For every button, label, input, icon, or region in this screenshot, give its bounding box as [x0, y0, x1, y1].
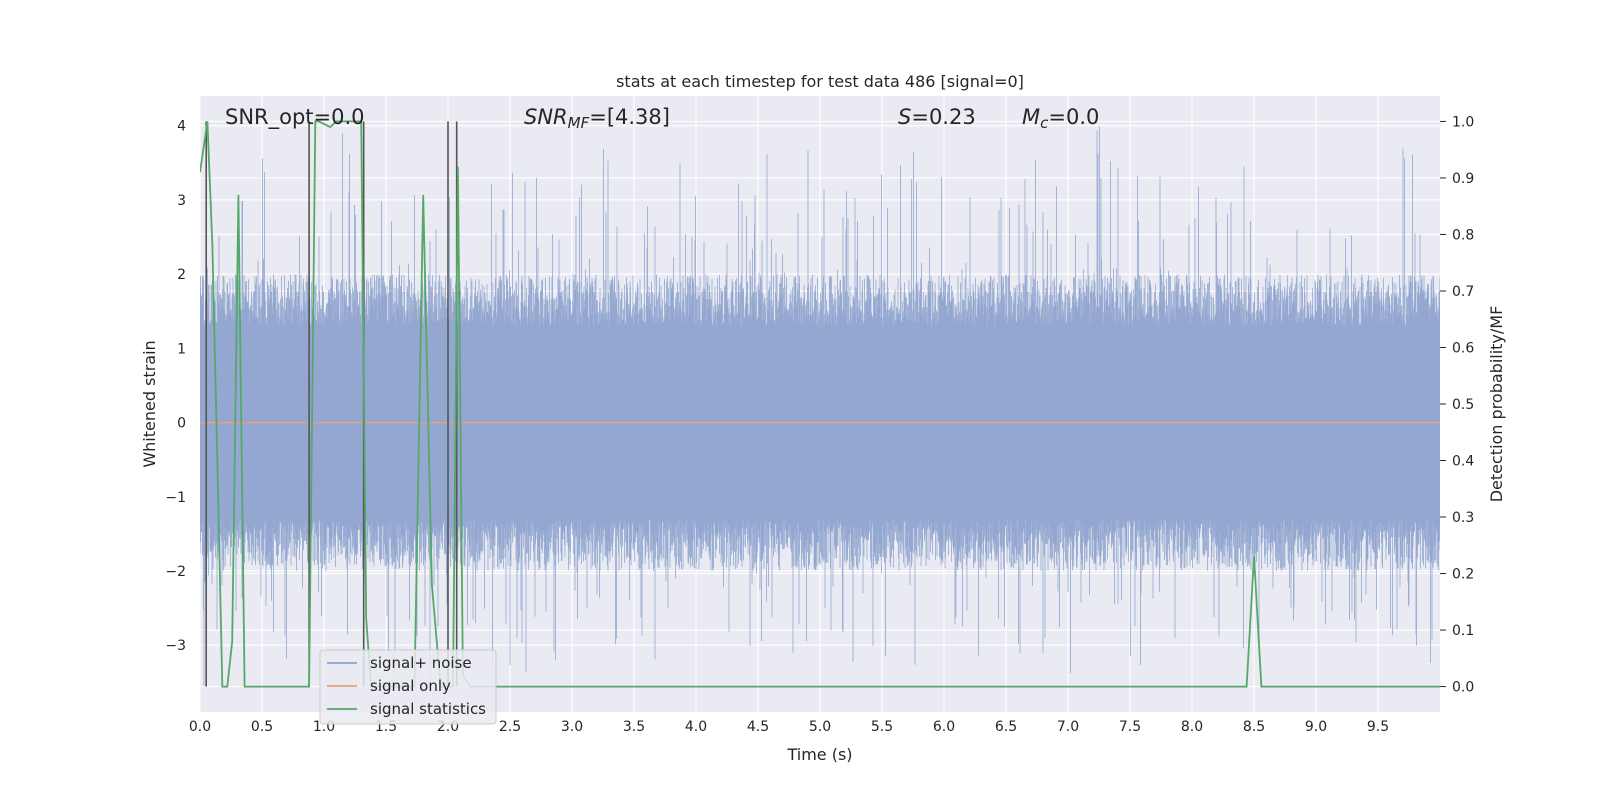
y-tick-label: 2	[177, 267, 186, 283]
y-tick-label: 3	[177, 193, 186, 209]
legend-box	[319, 649, 497, 725]
right-tick-label: 0.0	[1452, 680, 1474, 696]
right-tick-label: 0.7	[1452, 284, 1474, 300]
x-axis-label: Time (s)	[786, 745, 852, 764]
x-tick-label: 4.0	[685, 719, 707, 735]
snr-mf-sub: MF	[568, 114, 590, 132]
right-tick-label: 1.0	[1452, 114, 1474, 130]
right-tick-label: 0.3	[1452, 510, 1474, 526]
right-axis-label: Detection probability/MF	[1487, 306, 1506, 503]
right-tick-label: 0.8	[1452, 227, 1474, 243]
x-tick-label: 9.5	[1367, 719, 1389, 735]
y-tick-label: −2	[165, 564, 186, 580]
legend-label-signal-noise: signal+ noise	[370, 654, 472, 672]
x-tick-label: 3.0	[561, 719, 583, 735]
x-tick-label: 3.5	[623, 719, 645, 735]
legend-label-signal-only: signal only	[370, 677, 451, 695]
y-tick-label: 4	[177, 119, 186, 135]
s-value: =0.23	[911, 105, 975, 129]
x-tick-label: 0.5	[251, 719, 273, 735]
chart-title: stats at each timestep for test data 486…	[616, 72, 1024, 91]
right-tick-label: 0.1	[1452, 623, 1474, 639]
x-tick-label: 5.5	[871, 719, 893, 735]
right-tick-label: 0.9	[1452, 171, 1474, 187]
right-tick-label: 0.6	[1452, 340, 1474, 356]
x-tick-label: 2.5	[499, 719, 521, 735]
legend-label-signal-statistics: signal statistics	[370, 700, 486, 718]
snr-mf-base: SNR	[524, 105, 568, 129]
x-tick-label: 0.0	[189, 719, 211, 735]
snr-opt-annotation: SNR_opt=0.0	[225, 105, 365, 130]
snr-mf-annotation: SNRMF=[4.38]	[524, 105, 670, 132]
x-tick-label: 7.0	[1057, 719, 1079, 735]
right-tick-label: 0.2	[1452, 567, 1474, 583]
x-tick-label: 9.0	[1305, 719, 1327, 735]
x-tick-label: 8.0	[1181, 719, 1203, 735]
right-tick-label: 0.4	[1452, 454, 1474, 470]
mc-value: =0.0	[1048, 105, 1099, 129]
mc-sub: c	[1040, 114, 1049, 132]
right-axis-ticks: 1.0 0.9 0.8 0.7 0.6 0.5 0.4 0.3 0.2 0.1 0.0	[1440, 114, 1474, 696]
mc-annotation: Mc=0.0	[1022, 105, 1099, 132]
y-axis-label: Whitened strain	[140, 340, 159, 467]
x-tick-label: 7.5	[1119, 719, 1141, 735]
x-tick-label: 5.0	[809, 719, 831, 735]
snr-mf-value: =[4.38]	[589, 105, 670, 129]
x-tick-label: 4.5	[747, 719, 769, 735]
x-tick-label: 6.5	[995, 719, 1017, 735]
y-tick-label: −1	[165, 490, 186, 506]
y-tick-label: 1	[177, 341, 186, 357]
s-annotation: S=0.23	[898, 105, 976, 129]
x-tick-label: 6.0	[933, 719, 955, 735]
legend: signal+ noise signal only signal statist…	[319, 649, 497, 725]
y-tick-label: 0	[177, 416, 186, 432]
mc-base: M	[1022, 105, 1040, 129]
y-tick-label: −3	[165, 638, 186, 654]
x-tick-label: 8.5	[1243, 719, 1265, 735]
y-axis-ticks: 4 3 2 1 0 −1 −2 −3	[165, 119, 186, 655]
right-tick-label: 0.5	[1452, 397, 1474, 413]
s-symbol: S	[898, 105, 911, 129]
